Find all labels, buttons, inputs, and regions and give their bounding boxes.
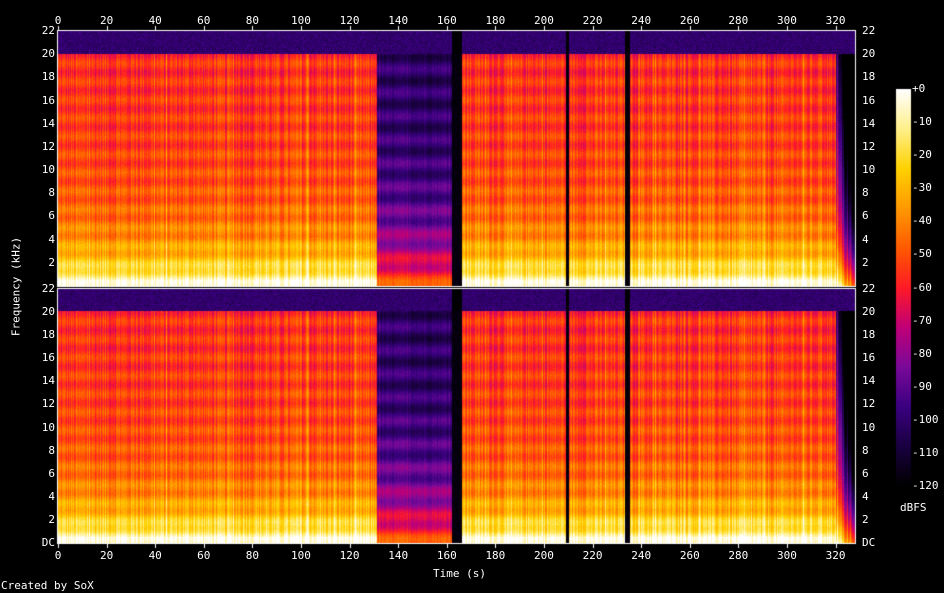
- x-tick-label: 140: [388, 549, 409, 562]
- x-tick-label: 40: [148, 549, 162, 562]
- top-x-tick-label: 100: [291, 14, 311, 27]
- ch1-y-tick-right: 20: [862, 47, 876, 61]
- colorbar-tick-label: -30: [912, 181, 932, 195]
- ch1-y-tick-left: 2: [48, 255, 55, 269]
- x-tick-label: 300: [777, 549, 797, 562]
- colorbar-tick-label: -80: [912, 346, 932, 360]
- top-x-tick-label: 140: [388, 14, 409, 27]
- ch1-y-tick-left: 6: [48, 209, 55, 223]
- ch1-y-tick-left: 18: [41, 70, 55, 84]
- colorbar-tick-label: -100: [912, 412, 939, 426]
- colorbar-tick-label: -10: [912, 115, 932, 129]
- top-x-tick-label: 220: [582, 14, 603, 27]
- ch2-y-tick-left: 16: [41, 351, 55, 365]
- x-tick-label: 320: [825, 549, 846, 562]
- ch2-y-tick-right: 18: [862, 328, 876, 342]
- top-x-tick-label: 280: [728, 14, 749, 27]
- top-x-tick-label: 260: [679, 14, 700, 27]
- ch1-y-tick-left: 20: [41, 47, 55, 61]
- ch2-y-tick-right: DC: [862, 536, 876, 549]
- ch2-y-tick-left: DC: [41, 536, 55, 549]
- ch2-y-tick-right: 22: [862, 282, 876, 295]
- x-tick-label: 220: [582, 549, 603, 562]
- ch2-y-tick-left: 18: [41, 328, 55, 342]
- ch2-y-tick-right: 16: [862, 351, 876, 365]
- ch2-y-tick-right: 6: [862, 466, 869, 480]
- x-axis-label: Time (s): [433, 567, 486, 580]
- top-x-tick-label: 120: [339, 14, 360, 27]
- ch2-y-tick-left: 8: [48, 443, 55, 457]
- ch2-y-tick-left: 12: [41, 397, 55, 411]
- ch1-y-tick-left: 16: [41, 93, 55, 107]
- colorbar-tick-label: -70: [912, 313, 932, 327]
- colorbar-tick-label: -20: [912, 148, 932, 162]
- x-tick-label: 160: [436, 549, 457, 562]
- x-tick-label: 0: [54, 549, 62, 562]
- colorbar-tick-label: -110: [912, 445, 939, 459]
- x-tick-label: 60: [197, 549, 211, 562]
- x-tick-label: 120: [339, 549, 360, 562]
- top-x-tick-label: 40: [148, 14, 162, 27]
- ch1-y-tick-left: 12: [41, 139, 55, 153]
- ch2-y-tick-left: 6: [48, 466, 55, 480]
- ch2-y-tick-left: 2: [48, 512, 55, 526]
- ch1-y-tick-right: 22: [862, 24, 876, 37]
- x-tick-label: 80: [245, 549, 259, 562]
- x-tick-label: 280: [728, 549, 749, 562]
- ch2-y-tick-right: 10: [862, 420, 876, 434]
- ch1-y-tick-right: 16: [862, 93, 876, 107]
- colorbar-tick-label: -60: [912, 280, 932, 294]
- ch2-y-tick-right: 4: [862, 489, 869, 503]
- x-tick-label: 240: [631, 549, 652, 562]
- x-tick-label: 20: [99, 549, 114, 562]
- top-x-tick-label: 160: [436, 14, 457, 27]
- ch2-y-tick-left: 20: [41, 305, 55, 319]
- colorbar-tick-label: -120: [912, 479, 939, 492]
- top-x-tick-label: 180: [485, 14, 506, 27]
- ch2-y-tick-left: 22: [41, 282, 55, 295]
- x-tick-label: 200: [534, 549, 554, 562]
- ch2-y-tick-left: 4: [48, 489, 55, 503]
- colorbar-tick-label: +0: [912, 82, 926, 95]
- x-tick-label: 180: [485, 549, 506, 562]
- top-x-tick-label: 320: [825, 14, 846, 27]
- ch2-y-tick-right: 20: [862, 305, 876, 319]
- ch2-y-tick-right: 12: [862, 397, 876, 411]
- ch2-y-tick-right: 2: [862, 512, 869, 526]
- ch1-y-tick-right: 6: [862, 209, 869, 223]
- ch1-y-tick-right: 10: [862, 163, 876, 177]
- colorbar-tick-label: -40: [912, 214, 932, 228]
- ch2-y-tick-right: 14: [862, 374, 876, 388]
- ch1-y-tick-right: 14: [862, 116, 876, 130]
- ch1-y-tick-left: 14: [41, 116, 55, 130]
- ch1-y-tick-left: 4: [48, 232, 55, 246]
- top-x-tick-label: 80: [245, 14, 259, 27]
- colorbar-tick-label: -90: [912, 379, 932, 393]
- ch1-y-tick-right: 4: [862, 232, 869, 246]
- ch1-y-tick-left: 8: [48, 186, 55, 200]
- credit-text: Created by SoX: [1, 579, 94, 592]
- top-x-tick-label: 60: [197, 14, 211, 27]
- ch2-y-tick-right: 8: [862, 443, 869, 457]
- ch1-y-tick-right: 8: [862, 186, 869, 200]
- x-tick-label: 260: [679, 549, 700, 562]
- y-axis-label: Frequency (kHz): [9, 236, 23, 337]
- top-x-tick-label: 240: [631, 14, 652, 27]
- ch1-y-tick-left: 22: [41, 24, 55, 37]
- top-x-tick-label: 200: [534, 14, 554, 27]
- ch1-y-tick-right: 18: [862, 70, 876, 84]
- ch1-y-tick-left: 10: [41, 163, 55, 177]
- ch1-y-tick-right: 12: [862, 139, 876, 153]
- top-x-tick-label: 0: [54, 14, 62, 27]
- top-x-tick-label: 300: [777, 14, 797, 27]
- ch2-y-tick-left: 10: [41, 420, 55, 434]
- x-tick-label: 100: [291, 549, 311, 562]
- colorbar-tick-label: -50: [912, 247, 932, 261]
- ch1-y-tick-right: 2: [862, 255, 869, 269]
- colorbar-label: dBFS: [900, 501, 927, 514]
- ch2-y-tick-left: 14: [41, 374, 55, 388]
- top-x-tick-label: 20: [99, 14, 114, 27]
